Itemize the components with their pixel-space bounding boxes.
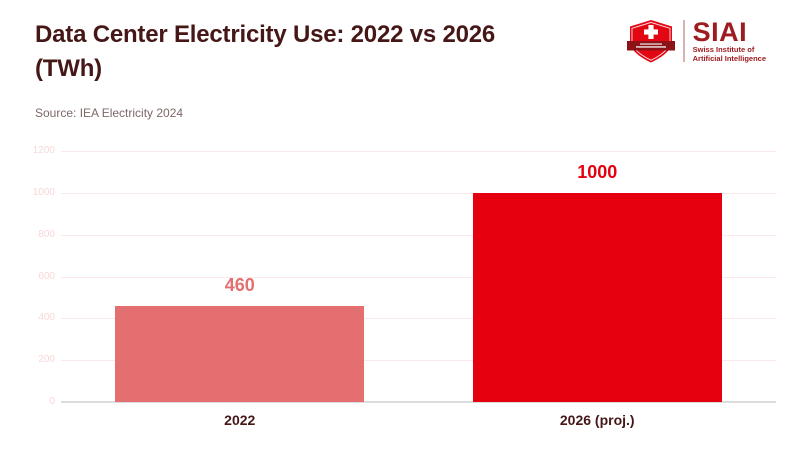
logo-name-line2: Artificial Intelligence — [692, 54, 766, 63]
page-title-line2: (TWh) — [35, 55, 102, 82]
y-axis-tick-label: 600 — [38, 270, 55, 282]
gridline — [61, 234, 776, 236]
x-axis-label: 2026 (proj.) — [559, 412, 635, 428]
gridline — [61, 276, 776, 278]
bar-chart: 0 200 400 600 800 1000 1200 460 2022 1000 2026 (pr… — [0, 140, 800, 440]
logo-text: SIAI Swiss Institute of Artificial Intel… — [692, 17, 766, 64]
bar-2026 — [472, 192, 722, 402]
gridline — [61, 151, 776, 152]
gridline — [61, 360, 776, 362]
gridline — [61, 192, 776, 194]
y-axis-tick-label: 1000 — [32, 186, 55, 198]
logo-divider — [682, 20, 685, 62]
logo-name-line1: Swiss Institute of — [692, 45, 755, 54]
gridline — [61, 318, 776, 320]
x-axis-label: 2022 — [224, 412, 256, 428]
siai-logo: SIAI Swiss Institute of Artificial Intel… — [626, 17, 766, 69]
page-title: Data Center Electricity Use: 2022 vs 202… — [35, 18, 655, 86]
bar-2022 — [115, 305, 365, 402]
bar-value-label: 460 — [224, 274, 255, 295]
y-axis-tick-label: 0 — [49, 396, 55, 407]
page-title-line1: Data Center Electricity Use: 2022 vs 202… — [35, 21, 496, 48]
source-note: Source: IEA Electricity 2024 — [35, 106, 184, 120]
y-axis-tick-label: 400 — [38, 312, 55, 324]
x-axis-line — [61, 401, 776, 403]
y-axis-tick-label: 200 — [38, 354, 55, 366]
swiss-shield-icon — [626, 19, 675, 69]
logo-acronym: SIAI — [692, 17, 748, 47]
bar-value-label: 1000 — [577, 161, 618, 182]
y-axis-tick-label: 1200 — [32, 145, 55, 156]
y-axis-tick-label: 800 — [38, 228, 55, 240]
